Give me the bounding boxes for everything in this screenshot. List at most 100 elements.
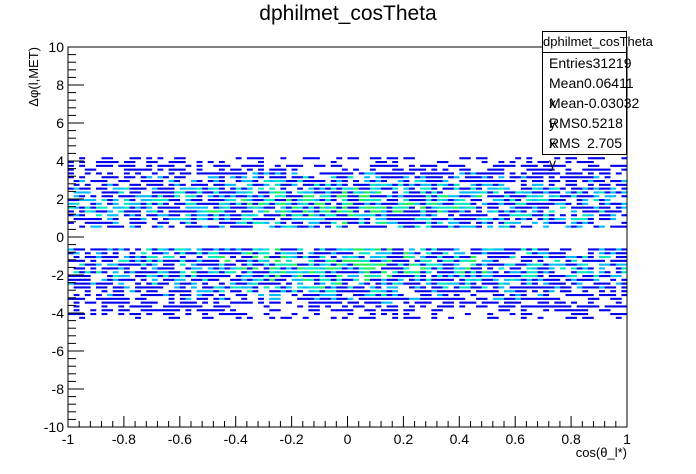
heatmap-cell <box>476 180 482 183</box>
heatmap-cell <box>190 305 197 308</box>
heatmap-cell <box>520 176 527 179</box>
heatmap-cell <box>520 172 527 175</box>
heatmap-cell <box>526 259 533 262</box>
heatmap-cell <box>559 164 566 167</box>
heatmap-cell <box>615 267 622 270</box>
heatmap-cell <box>565 161 572 164</box>
heatmap-cell <box>263 221 270 224</box>
heatmap-cell <box>330 195 337 198</box>
heatmap-cell <box>397 282 404 285</box>
heatmap-cell <box>163 275 169 278</box>
heatmap-cell <box>101 164 108 167</box>
heatmap-cell <box>436 218 443 221</box>
heatmap-cell <box>163 187 169 190</box>
heatmap-cell <box>504 221 510 224</box>
heatmap-cell <box>593 305 600 308</box>
heatmap-cell <box>313 294 320 297</box>
heatmap-cell <box>621 164 628 167</box>
heatmap-cell <box>537 199 544 202</box>
heatmap-cell <box>436 191 443 194</box>
heatmap-cell <box>621 157 628 160</box>
heatmap-cell <box>582 176 589 179</box>
heatmap-cell <box>509 225 516 228</box>
heatmap-cell <box>246 275 253 278</box>
heatmap-cell <box>604 187 611 190</box>
heatmap-cell <box>68 259 74 262</box>
heatmap-cell <box>84 282 91 285</box>
heatmap-cell <box>375 301 382 304</box>
heatmap-cell <box>90 218 97 221</box>
heatmap-cell <box>537 183 544 186</box>
heatmap-cell <box>526 161 533 164</box>
heatmap-cell <box>364 176 371 179</box>
heatmap-cell <box>168 316 175 319</box>
heatmap-cell <box>487 259 494 262</box>
heatmap-cell <box>543 214 550 217</box>
heatmap-cell <box>492 297 499 300</box>
heatmap-cell <box>179 183 186 186</box>
heatmap-cell <box>341 183 348 186</box>
heatmap-cell <box>230 214 236 217</box>
heatmap-cell <box>375 202 382 205</box>
heatmap-cell <box>397 206 404 209</box>
stats-row: Entries 31219 <box>543 53 632 73</box>
heatmap-cell <box>118 248 125 251</box>
heatmap-cell <box>269 191 276 194</box>
heatmap-cell <box>190 282 197 285</box>
heatmap-cell <box>420 195 427 198</box>
heatmap-cell <box>498 176 505 179</box>
heatmap-cell <box>302 176 309 179</box>
heatmap-cell <box>185 225 192 228</box>
heatmap-cell <box>420 275 427 278</box>
heatmap-cell <box>520 191 527 194</box>
heatmap-cell <box>543 168 550 171</box>
heatmap-cell <box>118 313 125 316</box>
heatmap-cell <box>420 187 427 190</box>
heatmap-cell <box>476 248 482 251</box>
heatmap-cell <box>336 282 343 285</box>
heatmap-cell <box>436 282 443 285</box>
heatmap-cell <box>207 290 214 293</box>
heatmap-cell <box>280 206 287 209</box>
heatmap-cell <box>246 271 253 274</box>
heatmap-cell <box>621 256 628 259</box>
heatmap-cell <box>107 267 114 270</box>
heatmap-cell <box>392 256 399 259</box>
heatmap-cell <box>392 172 399 175</box>
heatmap-cell <box>258 157 264 160</box>
heatmap-cell <box>358 199 365 202</box>
heatmap-cell <box>571 176 577 179</box>
heatmap-cell <box>459 259 466 262</box>
heatmap-cell <box>621 263 628 266</box>
heatmap-cell <box>123 286 130 289</box>
heatmap-cell <box>543 225 550 228</box>
heatmap-cell <box>492 199 499 202</box>
heatmap-cell <box>235 252 242 255</box>
heatmap-cell <box>448 195 455 198</box>
heatmap-cell <box>571 195 577 198</box>
heatmap-cell <box>235 157 242 160</box>
heatmap-cell <box>369 214 376 217</box>
heatmap-cell <box>146 210 153 213</box>
heatmap-cell <box>258 199 264 202</box>
heatmap-cell <box>213 301 220 304</box>
heatmap-cell <box>151 199 158 202</box>
heatmap-cell <box>101 290 108 293</box>
heatmap-cell <box>487 225 494 228</box>
heatmap-cell <box>358 256 365 259</box>
heatmap-cell <box>543 252 550 255</box>
heatmap-cell <box>464 218 471 221</box>
heatmap-cell <box>330 278 337 281</box>
heatmap-cell <box>520 225 527 228</box>
heatmap-cell <box>353 206 359 209</box>
heatmap-cell <box>498 221 505 224</box>
heatmap-cell <box>308 267 315 270</box>
heatmap-cell <box>621 313 628 316</box>
heatmap-cell <box>408 221 415 224</box>
heatmap-cell <box>559 199 566 202</box>
heatmap-cell <box>246 157 253 160</box>
heatmap-cell <box>313 259 320 262</box>
heatmap-cell <box>146 161 153 164</box>
heatmap-cell <box>448 214 455 217</box>
heatmap-cell <box>174 286 181 289</box>
